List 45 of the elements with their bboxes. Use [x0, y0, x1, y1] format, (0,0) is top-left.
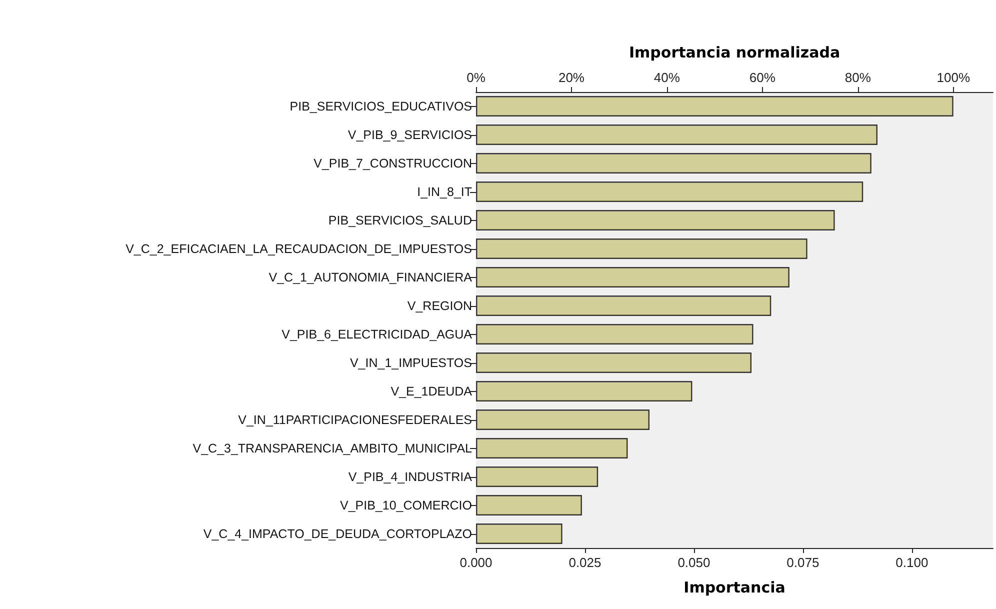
y-tick-label: V_PIB_9_SERVICIOS: [348, 128, 472, 142]
x2-tick-label: 80%: [844, 70, 872, 85]
bar: [476, 124, 878, 146]
y-tick-label: V_C_1_AUTONOMIA_FINANCIERA: [268, 270, 473, 284]
y-tick-label: V_PIB_10_COMERCIO: [340, 498, 472, 512]
x2-tick-label: 0%: [466, 70, 486, 85]
bar: [476, 324, 754, 345]
y-tick-label: V_PIB_4_INDUSTRIA: [348, 470, 473, 484]
bar: [476, 380, 692, 402]
bar: [476, 352, 752, 374]
y-tick-label: V_C_3_TRANSPARENCIA_AMBITO_MUNICIPAL: [192, 441, 472, 456]
x-tick-label: 0.050: [678, 555, 710, 570]
y-tick-label: V_C_4_IMPACTO_DE_DEUDA_CORTOPLAZO: [203, 526, 472, 541]
bar: [476, 96, 954, 117]
bar: [476, 152, 872, 174]
x2-tick-label: 40%: [654, 70, 680, 85]
y-tick-label: PIB_SERVICIOS_SALUD: [328, 213, 472, 228]
x-tick-label: 0.025: [568, 555, 602, 570]
y-tick-label: V_IN_1_IMPUESTOS: [350, 356, 472, 370]
x-tick-label: 0.100: [896, 555, 928, 570]
bar: [476, 409, 650, 430]
y-tick-label: V_PIB_7_CONSTRUCCION: [314, 156, 472, 170]
x2-tick-label: 100%: [936, 70, 970, 85]
bar: [476, 466, 598, 488]
x-tick-label: 0.000: [460, 555, 492, 570]
y-tick-label: V_IN_11PARTICIPACIONESFEDERALES: [238, 412, 472, 427]
y-tick-label: PIB_SERVICIOS_EDUCATIVOS: [290, 99, 472, 114]
bar: [476, 181, 864, 202]
x2-axis-title: Importancia normalizada: [628, 44, 840, 62]
y-tick-label: I_IN_8_IT: [417, 184, 472, 199]
y-tick-label: V_REGION: [407, 298, 472, 313]
bar: [476, 210, 835, 231]
x2-tick-label: 20%: [558, 70, 585, 85]
bar: [476, 266, 790, 288]
y-tick-label: V_PIB_6_ELECTRICIDAD_AGUA: [282, 327, 473, 342]
y-tick-label: V_E_1DEUDA: [390, 384, 473, 398]
x-axis-title: Importancia: [684, 578, 786, 596]
x2-tick-label: 60%: [749, 70, 776, 85]
bar: [476, 238, 808, 260]
bar: [476, 295, 772, 316]
bar: [476, 523, 562, 544]
bar: [476, 438, 628, 459]
x-tick-label: 0.075: [786, 555, 820, 570]
y-tick-label: V_C_2_EFICACIAEN_LA_RECAUDACION_DE_IMPUESTOS: [126, 242, 472, 256]
bar: [476, 494, 582, 516]
